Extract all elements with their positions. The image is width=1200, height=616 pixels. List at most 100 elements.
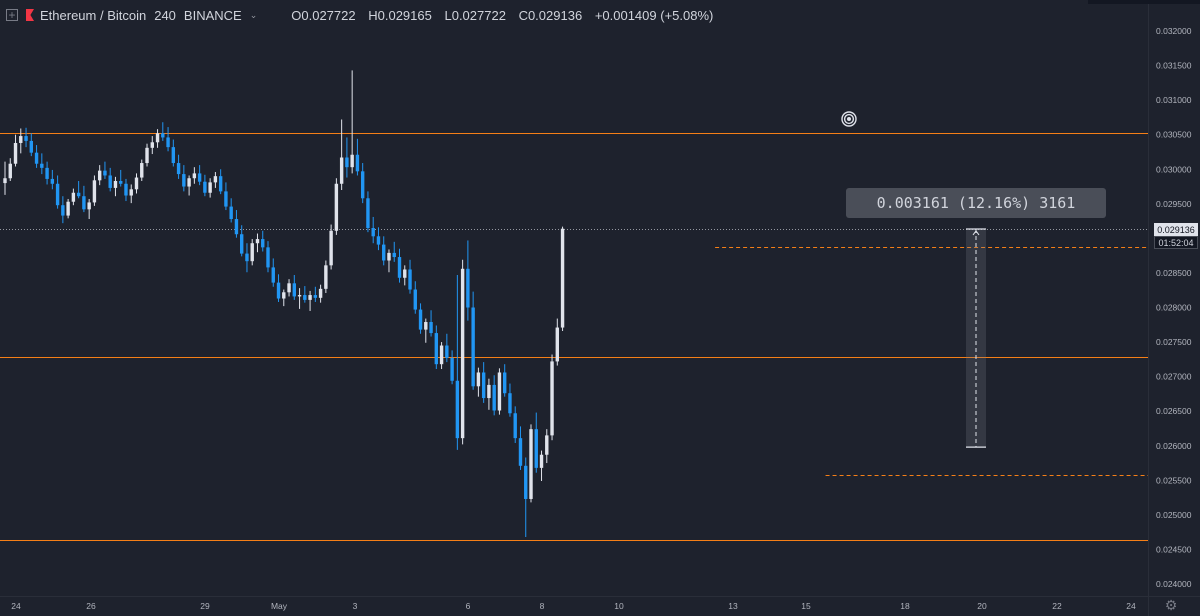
candle-body — [203, 181, 207, 193]
candle-body — [466, 268, 470, 308]
candle-body — [145, 147, 149, 164]
candle-body — [371, 228, 375, 237]
candle-body — [334, 183, 339, 231]
candle-body — [197, 173, 202, 182]
y-tick-label: 0.027500 — [1156, 337, 1192, 347]
candle-body — [308, 295, 312, 300]
flag-icon[interactable] — [26, 9, 34, 21]
candle-body — [155, 133, 160, 143]
candle-body — [481, 372, 486, 399]
ohlc-open: O0.027722 — [291, 7, 356, 23]
ohlc-close: C0.029136 — [518, 7, 583, 23]
panel-corner — [1088, 0, 1200, 4]
candle-body — [403, 269, 407, 278]
candles[interactable] — [3, 70, 565, 537]
chevron-down-icon[interactable]: ⌄ — [249, 9, 258, 20]
candle-body — [339, 157, 344, 184]
candle-body — [150, 142, 154, 148]
candle-body — [476, 372, 481, 387]
exchange[interactable]: BINANCE — [183, 7, 242, 23]
x-tick-label: 13 — [728, 601, 738, 611]
candle-body — [218, 176, 223, 192]
candle-body — [224, 191, 228, 207]
candle-body — [55, 183, 60, 206]
candle-body — [103, 170, 107, 176]
ohlc-change: +0.001409 (+5.08%) — [594, 7, 714, 23]
candle-body — [313, 295, 318, 298]
candle-body — [250, 243, 254, 262]
candle-body — [24, 136, 28, 141]
gear-icon[interactable]: ⚙ — [1164, 597, 1178, 613]
interval[interactable]: 240 — [154, 7, 176, 23]
candle-body — [266, 247, 270, 268]
candle-body — [518, 438, 523, 466]
measure-range-box — [966, 228, 986, 448]
candle-body — [524, 465, 528, 499]
candle-body — [292, 283, 296, 297]
x-tick-label: 18 — [900, 601, 910, 611]
candle-body — [182, 174, 186, 187]
x-tick-label: 20 — [977, 601, 987, 611]
candle-body — [45, 167, 49, 179]
candle-body — [487, 384, 491, 399]
candle-body — [318, 288, 323, 298]
x-tick-label: 10 — [614, 601, 624, 611]
horizontal-levels — [0, 133, 1148, 541]
candle-body — [450, 357, 454, 381]
candle-body — [350, 154, 354, 168]
candle-body — [529, 429, 533, 499]
candle-body — [455, 380, 460, 439]
expand-icon[interactable]: + — [6, 8, 18, 22]
ohlc-low: L0.027722 — [444, 7, 506, 23]
measure-label: 0.003161 (12.16%) 3161 — [846, 188, 1106, 218]
ohlc-values: O0.027722 H0.029165 L0.027722 C0.029136 … — [291, 8, 722, 23]
candle-body — [508, 393, 512, 414]
candle-body — [161, 133, 165, 138]
y-tick-label: 0.032000 — [1156, 26, 1192, 36]
candle-body — [429, 322, 433, 334]
x-tick-label: 29 — [200, 601, 210, 611]
candle-body — [3, 178, 7, 184]
y-tick-label: 0.031000 — [1156, 95, 1192, 105]
candle-body — [366, 198, 370, 229]
last-price-tag: 0.029136 — [1154, 223, 1198, 236]
target-icon[interactable] — [841, 111, 857, 127]
candle-body — [234, 219, 239, 235]
countdown-tag: 01:52:04 — [1154, 236, 1198, 249]
candle-body — [124, 183, 128, 196]
candle-body — [171, 147, 176, 164]
x-tick-label: 6 — [466, 601, 471, 611]
candle-body — [503, 372, 507, 394]
candle-body — [50, 178, 55, 184]
candle-body — [329, 230, 333, 266]
candle-body — [134, 177, 139, 190]
candle-body — [355, 154, 360, 172]
y-tick-label: 0.031500 — [1156, 61, 1192, 71]
candle-body — [255, 239, 260, 244]
y-tick-label: 0.028000 — [1156, 303, 1192, 313]
candle-body — [282, 292, 286, 299]
candle-body — [140, 163, 144, 178]
candle-body — [418, 309, 423, 330]
candle-body — [192, 173, 197, 179]
measure-arrow — [972, 230, 980, 236]
candle-body — [492, 384, 496, 411]
candle-body — [408, 269, 412, 290]
candle-body — [240, 234, 244, 254]
candle-body — [8, 163, 12, 179]
candle-body — [445, 345, 449, 358]
x-tick-label: 24 — [11, 601, 21, 611]
y-tick-label: 0.025500 — [1156, 475, 1192, 485]
candle-body — [471, 307, 475, 387]
symbol-name[interactable]: Ethereum / Bitcoin — [40, 7, 147, 23]
candle-body — [19, 136, 23, 143]
candle-body — [229, 206, 233, 220]
y-tick-label: 0.024500 — [1156, 544, 1192, 554]
x-tick-label: 22 — [1052, 601, 1062, 611]
y-tick-label: 0.030500 — [1156, 130, 1192, 140]
candle-body — [166, 137, 170, 148]
candle-body — [87, 202, 91, 210]
measure-tool[interactable] — [966, 228, 986, 448]
candle-body — [297, 295, 302, 297]
